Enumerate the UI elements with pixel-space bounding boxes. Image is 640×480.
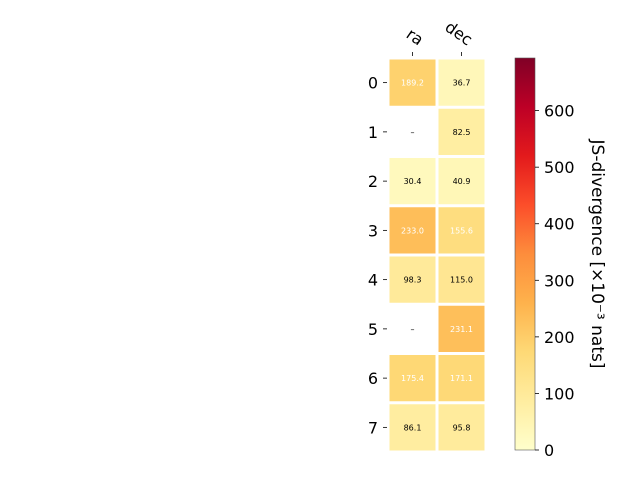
heatmap-cell: [389, 158, 436, 205]
row-label-5: 5: [368, 320, 378, 339]
cell-value-label: 115.0: [450, 276, 473, 285]
row-label-7: 7: [368, 418, 378, 437]
heatmap-cell: [438, 108, 485, 155]
heatmap-cell: [438, 207, 485, 254]
colorbar-tick-label: 500: [544, 158, 575, 177]
heatmap-cell: [438, 305, 485, 352]
cell-value-label: 171.1: [450, 374, 473, 383]
cell-value-label: 95.8: [453, 423, 471, 432]
row-label-1: 1: [368, 123, 378, 142]
column-label-ra: ra: [403, 24, 427, 49]
colorbar: 0 100 200 300 400 500 600 JS-divergence [×10⁻³…: [514, 57, 607, 460]
cell-value-label: 189.2: [401, 79, 424, 88]
colorbar-tick-label: 300: [544, 271, 575, 290]
colorbar-tick-label: 100: [544, 384, 575, 403]
cell-value-label: –: [411, 128, 415, 137]
row-labels: 0 1 2 3 4 5 6 7: [368, 74, 387, 437]
heatmap-cell: [389, 355, 436, 402]
cell-value-label: 155.6: [450, 226, 473, 235]
colorbar-tick-label: 200: [544, 328, 575, 347]
colorbar-label: JS-divergence [×10⁻³ nats]: [587, 139, 607, 369]
row-label-2: 2: [368, 172, 378, 191]
heatmap-cell: [389, 256, 436, 303]
cell-value-label: 231.1: [450, 325, 473, 334]
cell-value-label: 233.0: [401, 226, 424, 235]
colorbar-ticks: 0 100 200 300 400 500 600: [535, 102, 575, 460]
heatmap-cells: 189.2 36.7 – 82.5 30.4 40.9 233.0 155.6 98.3 115.…: [389, 59, 485, 451]
heatmap-cell: [438, 158, 485, 205]
cell-value-label: 86.1: [404, 423, 422, 432]
cell-value-label: 98.3: [404, 276, 422, 285]
row-label-0: 0: [368, 74, 378, 93]
cell-value-label: –: [411, 325, 415, 334]
heatmap-cell: [438, 355, 485, 402]
heatmap-cell: [438, 404, 485, 451]
cell-value-label: 30.4: [404, 177, 422, 186]
heatmap-cell: [389, 59, 436, 106]
row-label-4: 4: [368, 271, 378, 290]
cell-value-label: 175.4: [401, 374, 424, 383]
colorbar-tick-label: 0: [544, 441, 554, 460]
heatmap-cell: [438, 59, 485, 106]
row-label-3: 3: [368, 221, 378, 240]
column-label-dec: dec: [442, 17, 476, 49]
row-label-6: 6: [368, 369, 378, 388]
colorbar-tick-label: 400: [544, 215, 575, 234]
cell-value-label: 40.9: [453, 177, 471, 186]
cell-value-label: 36.7: [453, 79, 471, 88]
heatmap-cell: [438, 256, 485, 303]
heatmap-cell: [389, 207, 436, 254]
heatmap-cell: [389, 404, 436, 451]
cell-value-label: 82.5: [453, 128, 471, 137]
column-labels: ra dec: [403, 17, 476, 56]
colorbar-gradient: [514, 57, 536, 451]
colorbar-tick-label: 600: [544, 102, 575, 121]
